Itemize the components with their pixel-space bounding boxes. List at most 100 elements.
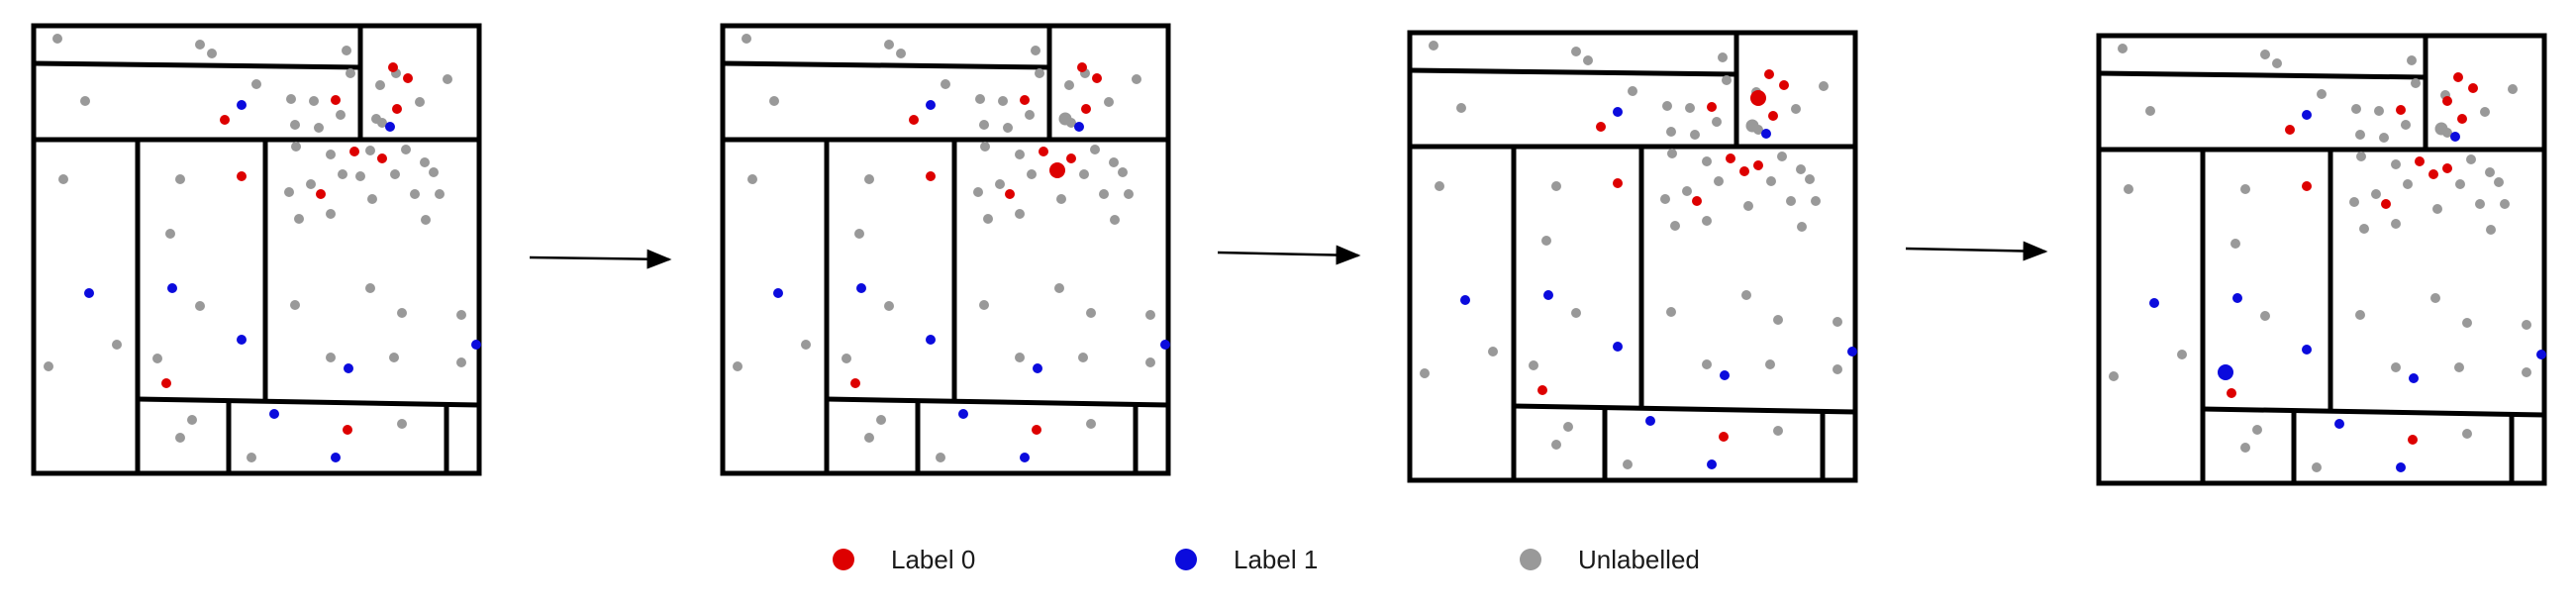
unlabelled-point: [2317, 89, 2327, 99]
unlabelled-point: [326, 209, 336, 219]
unlabelled-point: [456, 357, 466, 367]
unlabelled-point: [294, 214, 304, 224]
unlabelled-point: [884, 301, 894, 311]
unlabelled-point: [1563, 422, 1573, 432]
label0-point: [1726, 153, 1735, 163]
label1-point: [2232, 293, 2242, 303]
unlabelled-point: [2391, 219, 2401, 229]
unlabelled-point: [1753, 125, 1763, 135]
transition-arrow-2: [1217, 245, 1361, 265]
legend-item-label0: Label 0: [833, 545, 975, 574]
label1-point: [1074, 122, 1084, 132]
legend-item-unlabelled: Unlabelled: [1520, 545, 1700, 574]
label0-point: [1005, 189, 1015, 199]
unlabelled-point: [421, 215, 431, 225]
unlabelled-point: [1766, 176, 1776, 186]
unlabelled-point: [342, 46, 351, 55]
unlabelled-point: [1015, 353, 1025, 362]
label1-point: [2302, 345, 2312, 355]
label1-point: [1761, 129, 1771, 139]
unlabelled-point: [1718, 52, 1728, 62]
unlabelled-point: [1670, 221, 1680, 231]
label0-point: [2396, 105, 2406, 115]
label0-point: [2453, 72, 2463, 82]
unlabelled-point: [377, 118, 387, 128]
label0-point: [1039, 147, 1048, 156]
unlabelled-point: [2407, 55, 2417, 65]
label0-point: [1066, 153, 1076, 163]
data-points: [2109, 44, 2546, 472]
unlabelled-point: [290, 120, 300, 130]
panel-4: [2096, 33, 2547, 486]
unlabelled-point: [854, 229, 864, 239]
label0-point: [377, 153, 387, 163]
label0-point: [2408, 435, 2418, 445]
label0-point: [1768, 111, 1778, 121]
unlabelled-point: [1714, 176, 1724, 186]
unlabelled-point: [1099, 189, 1109, 199]
unlabelled-point: [175, 174, 185, 184]
unlabelled-point: [1124, 189, 1134, 199]
label0-point: [1764, 69, 1774, 79]
unlabelled-point: [1551, 440, 1561, 450]
label1-point: [331, 453, 341, 462]
unlabelled-point: [842, 354, 851, 363]
unlabelled-point: [2118, 44, 2128, 53]
data-points: [733, 34, 1170, 462]
transition-arrows: [529, 241, 2048, 269]
label1-point: [1033, 363, 1042, 373]
unlabelled-point: [1833, 364, 1842, 374]
unlabelled-point: [742, 34, 751, 44]
unlabelled-point: [1456, 103, 1466, 113]
unlabelled-point: [58, 174, 68, 184]
unlabelled-point: [338, 169, 347, 179]
label1-point: [269, 409, 279, 419]
unlabelled-point: [2430, 293, 2440, 303]
unlabelled-point: [52, 34, 62, 44]
label0-point: [2381, 199, 2391, 209]
unlabelled-point: [44, 361, 53, 371]
transition-arrow-3: [1905, 241, 2048, 261]
label1-point: [2450, 132, 2460, 142]
label0-point: [316, 189, 326, 199]
unlabelled-point: [2355, 130, 2365, 140]
unlabelled-point: [306, 179, 316, 189]
unlabelled-point: [1090, 145, 1100, 154]
split-line: [2202, 406, 2545, 418]
unlabelled-point: [195, 40, 205, 50]
unlabelled-point: [355, 171, 365, 181]
label0-point: [331, 95, 341, 105]
unlabelled-point: [1819, 81, 1829, 91]
split-line: [1513, 403, 1856, 415]
unlabelled-point: [2500, 199, 2510, 209]
unlabelled-point: [2522, 320, 2531, 330]
label0-point: [1719, 432, 1729, 442]
unlabelled-point: [2462, 429, 2472, 439]
label0-point: [2415, 156, 2425, 166]
unlabelled-point: [435, 189, 445, 199]
unlabelled-point: [2391, 362, 2401, 372]
label0-point-highlighted: [1049, 162, 1065, 178]
unlabelled-point: [165, 229, 175, 239]
unlabelled-point: [291, 142, 301, 152]
label0-point: [909, 115, 919, 125]
label1-point: [926, 100, 936, 110]
label0-point: [161, 378, 171, 388]
unlabelled-point: [1109, 157, 1119, 167]
unlabelled-point: [314, 123, 324, 133]
unlabelled-point: [175, 433, 185, 443]
unlabelled-point: [2486, 225, 2496, 235]
label0-point: [1596, 122, 1606, 132]
unlabelled-point: [309, 96, 319, 106]
unlabelled-point: [1086, 419, 1096, 429]
unlabelled-point: [1583, 55, 1593, 65]
split-line: [1409, 67, 1737, 77]
unlabelled-point: [2508, 84, 2518, 94]
legend-swatch-label1: [1175, 549, 1197, 570]
unlabelled-point: [884, 40, 894, 50]
unlabelled-point: [1110, 215, 1120, 225]
unlabelled-point: [2252, 425, 2262, 435]
label1-point: [1160, 340, 1170, 350]
unlabelled-point: [1435, 181, 1444, 191]
